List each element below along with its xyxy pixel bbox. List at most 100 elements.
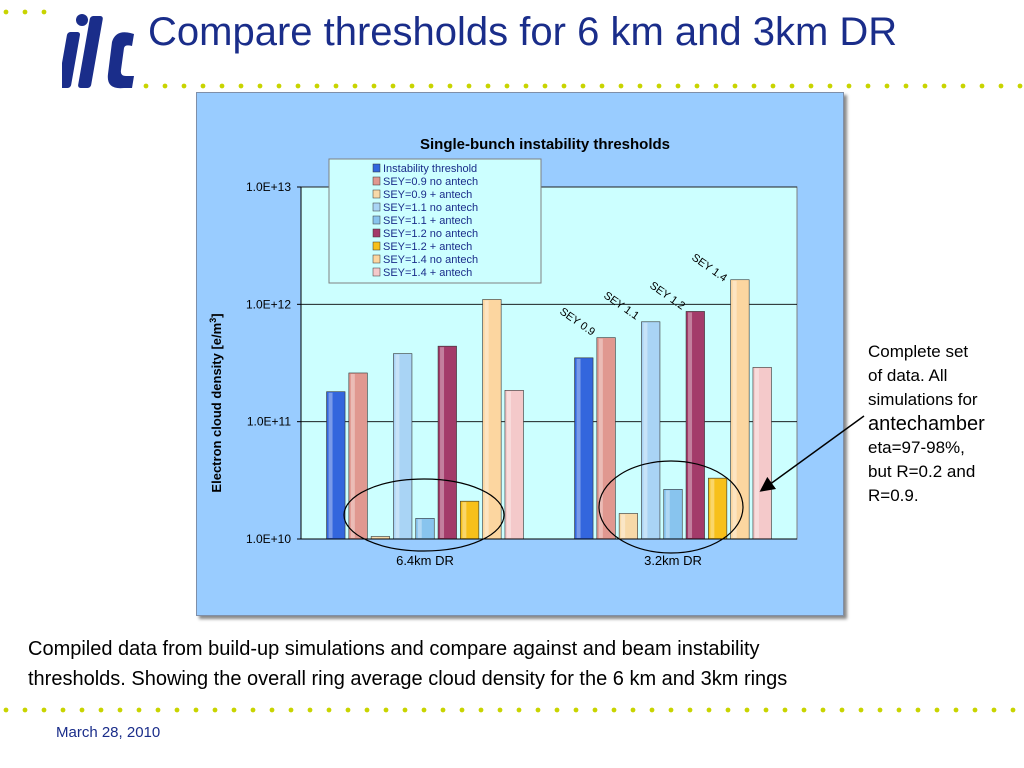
decorative-dot bbox=[687, 707, 693, 713]
decorative-dot bbox=[820, 707, 826, 713]
decorative-dot bbox=[421, 707, 427, 713]
decorative-dot bbox=[934, 707, 940, 713]
decorative-dot bbox=[200, 83, 206, 89]
decorative-dot bbox=[333, 83, 339, 89]
chart-panel: 1.0E+10 1.0E+11 1.0E+12 1.0E+13 6.4km DR 3.2… bbox=[196, 92, 844, 616]
side-note-line: but R=0.2 and bbox=[868, 462, 976, 481]
bar-highlight bbox=[754, 368, 759, 538]
decorative-dot bbox=[22, 9, 28, 15]
decorative-dot bbox=[447, 83, 453, 89]
decorative-dot bbox=[782, 707, 788, 713]
decorative-dot bbox=[314, 83, 320, 89]
decorative-dot bbox=[744, 707, 750, 713]
decorative-dot bbox=[428, 83, 434, 89]
footer-dot-row bbox=[3, 707, 1016, 713]
decorative-dot bbox=[896, 707, 902, 713]
decorative-dot bbox=[972, 707, 978, 713]
x-axis-categories: 6.4km DR 3.2km DR bbox=[396, 553, 702, 568]
decorative-dot bbox=[459, 707, 465, 713]
legend-swatch bbox=[372, 176, 381, 186]
bar-highlight bbox=[350, 373, 355, 538]
decorative-dot bbox=[1017, 83, 1023, 89]
decorative-dot bbox=[630, 707, 636, 713]
decorative-dot bbox=[675, 83, 681, 89]
decorative-dot bbox=[535, 707, 541, 713]
decorative-dot bbox=[827, 83, 833, 89]
decorative-dot bbox=[561, 83, 567, 89]
legend-swatch bbox=[372, 202, 381, 212]
bar-chart: 1.0E+10 1.0E+11 1.0E+12 1.0E+13 6.4km DR 3.2… bbox=[208, 136, 798, 568]
decorative-dot bbox=[181, 83, 187, 89]
decorative-dot bbox=[409, 83, 415, 89]
decorative-dot bbox=[573, 707, 579, 713]
legend-label: SEY=1.4 + antech bbox=[383, 267, 472, 279]
caption-line: thresholds. Showing the overall ring ave… bbox=[28, 668, 788, 690]
decorative-dot bbox=[212, 707, 218, 713]
side-note-line: simulations for bbox=[868, 390, 978, 409]
decorative-dot bbox=[231, 707, 237, 713]
decorative-dot bbox=[865, 83, 871, 89]
decorative-dot bbox=[668, 707, 674, 713]
legend-label: SEY=0.9 no antech bbox=[383, 176, 478, 188]
decorative-dot bbox=[60, 707, 66, 713]
side-note-line: antechamber bbox=[868, 413, 985, 435]
y-tick-label: 1.0E+11 bbox=[247, 415, 291, 429]
decorative-dot bbox=[3, 707, 9, 713]
decorative-dot bbox=[751, 83, 757, 89]
y-axis-ticks: 1.0E+10 1.0E+11 1.0E+12 1.0E+13 bbox=[246, 180, 301, 546]
legend-swatch bbox=[372, 267, 381, 277]
bar-highlight bbox=[440, 347, 445, 538]
decorative-dot bbox=[637, 83, 643, 89]
bar-highlight bbox=[621, 514, 626, 538]
ilc-logo bbox=[62, 14, 134, 89]
legend-swatch bbox=[372, 241, 381, 251]
highlight-ellipse-3km bbox=[598, 460, 744, 554]
decorative-dot bbox=[478, 707, 484, 713]
legend-label: SEY=1.1 + antech bbox=[383, 215, 472, 227]
decorative-dot bbox=[364, 707, 370, 713]
pointer-arrow bbox=[759, 415, 865, 492]
side-note-line: of data. All bbox=[868, 366, 948, 385]
decorative-dot bbox=[580, 83, 586, 89]
bar-highlight bbox=[732, 280, 737, 538]
decorative-dot bbox=[390, 83, 396, 89]
decorative-dot bbox=[466, 83, 472, 89]
decorative-dot bbox=[383, 707, 389, 713]
decorative-dot bbox=[307, 707, 313, 713]
decorative-dot bbox=[117, 707, 123, 713]
decorative-dot bbox=[295, 83, 301, 89]
caption-line: Compiled data from build-up simulations … bbox=[28, 638, 760, 660]
decorative-dot bbox=[542, 83, 548, 89]
bar-highlight bbox=[643, 322, 648, 538]
decorative-dot bbox=[1010, 707, 1016, 713]
side-note-line: eta=97-98%, bbox=[868, 438, 965, 457]
decorative-dot bbox=[219, 83, 225, 89]
decorative-dot bbox=[326, 707, 332, 713]
slide-caption: Compiled data from build-up simulations … bbox=[28, 634, 1018, 694]
legend-box bbox=[328, 158, 542, 284]
x-category-label: 3.2km DR bbox=[644, 553, 702, 568]
legend-label: SEY=0.9 + antech bbox=[383, 189, 472, 201]
decorative-dot bbox=[941, 83, 947, 89]
decorative-dot bbox=[3, 9, 9, 15]
top-left-dot-row bbox=[3, 9, 47, 15]
decorative-dot bbox=[193, 707, 199, 713]
decorative-dot bbox=[371, 83, 377, 89]
decorative-dot bbox=[763, 707, 769, 713]
decorative-dot bbox=[41, 707, 47, 713]
decorative-dot bbox=[599, 83, 605, 89]
legend-label: SEY=1.2 no antech bbox=[383, 228, 478, 240]
y-tick-label: 1.0E+13 bbox=[246, 180, 291, 194]
decorative-dot bbox=[801, 707, 807, 713]
legend-swatch bbox=[372, 163, 381, 173]
decorative-dot bbox=[143, 83, 149, 89]
legend-label: Instability threshold bbox=[383, 163, 477, 175]
side-note: Complete set of data. All simulations fo… bbox=[868, 340, 1024, 508]
y-tick-label: 1.0E+10 bbox=[246, 532, 291, 546]
decorative-dot bbox=[288, 707, 294, 713]
decorative-dot bbox=[504, 83, 510, 89]
decorative-dot bbox=[485, 83, 491, 89]
decorative-dot bbox=[352, 83, 358, 89]
decorative-dot bbox=[269, 707, 275, 713]
